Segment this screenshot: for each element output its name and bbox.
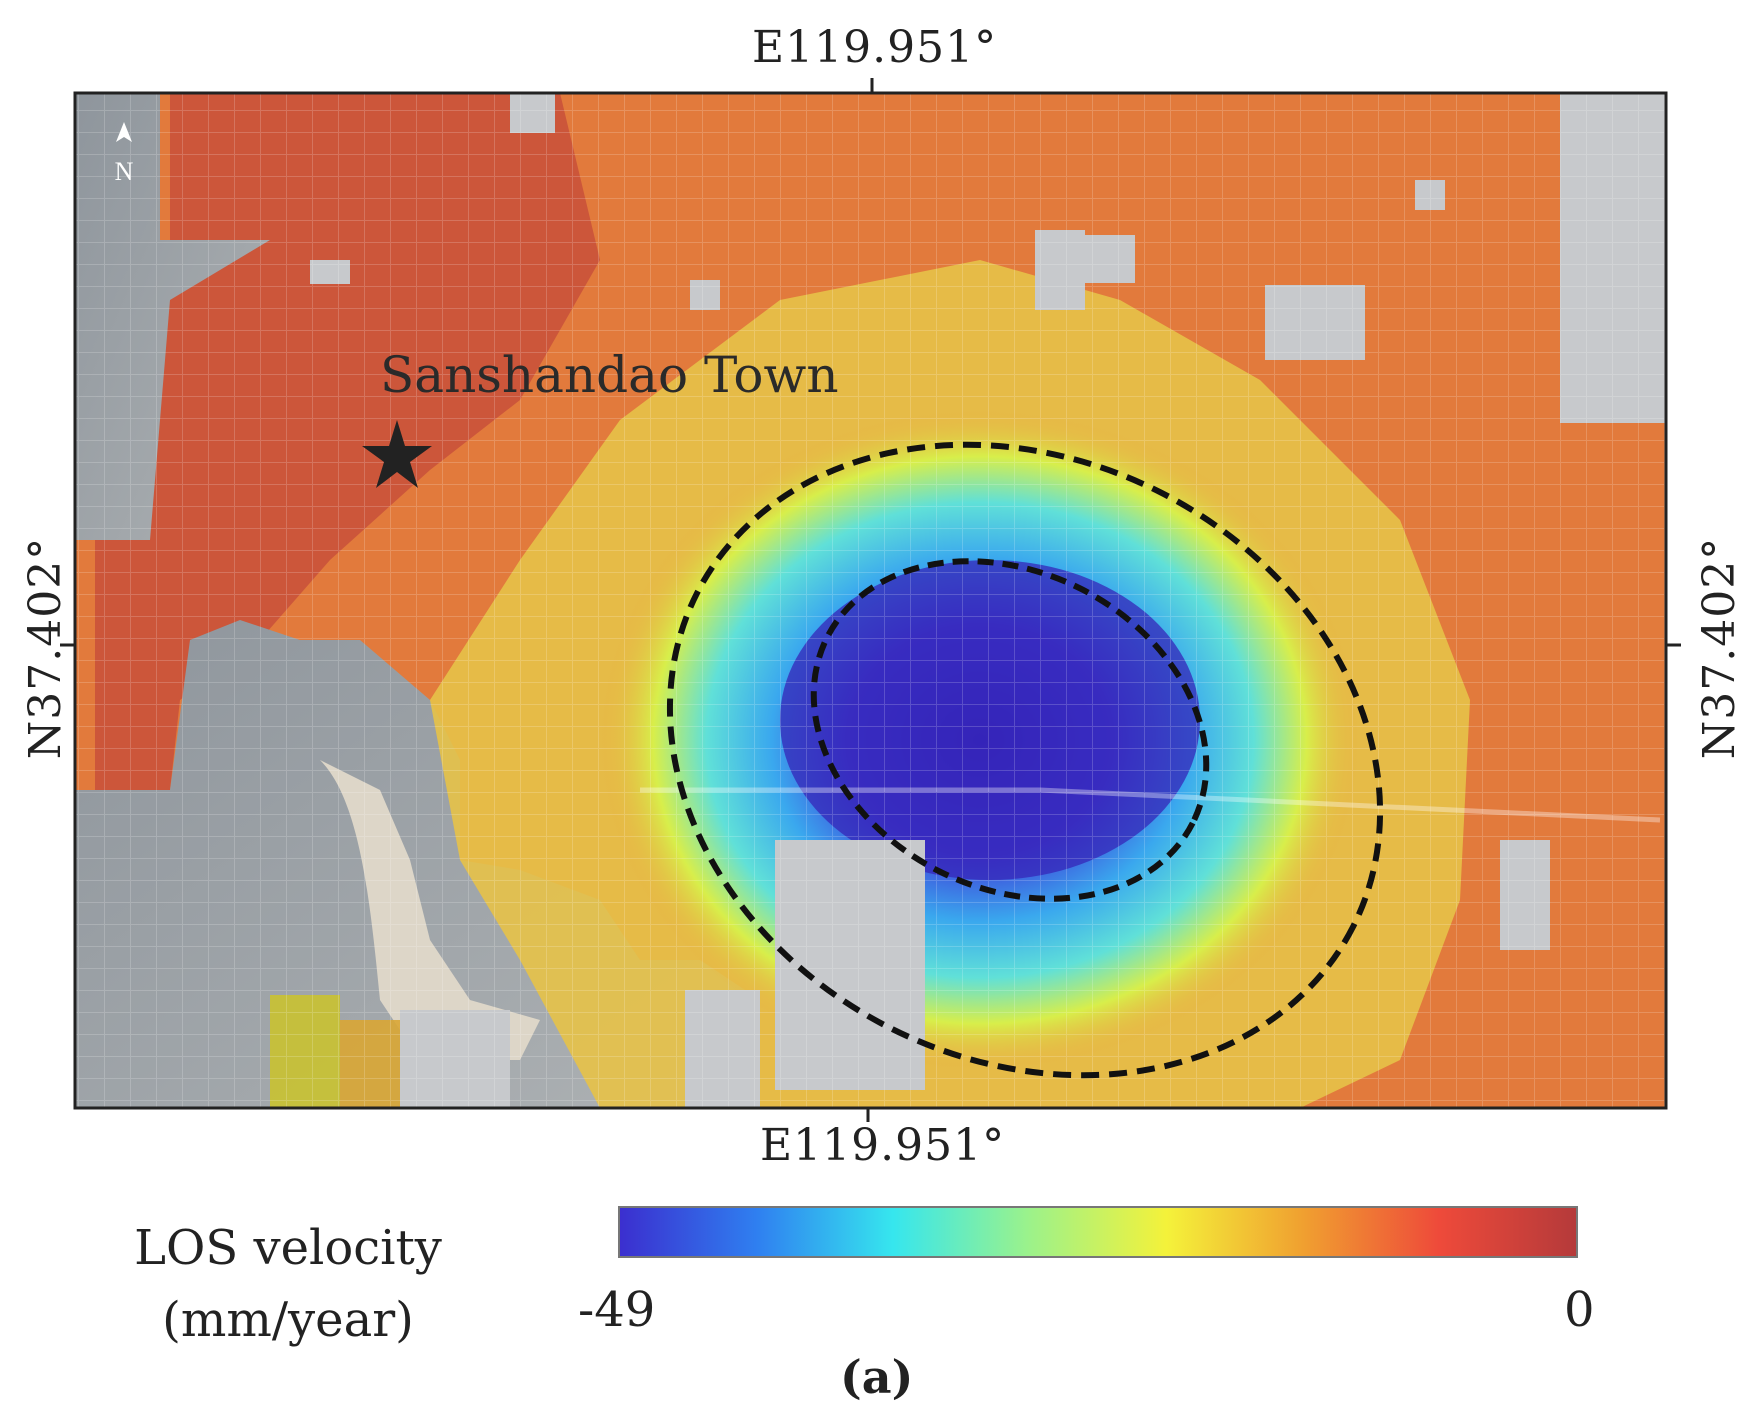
urban-texture [75, 93, 1666, 1108]
town-star-icon [362, 420, 432, 488]
coord-right: N37.402° [1694, 536, 1741, 760]
outer-ellipse [666, 441, 1384, 1079]
place-label: Sanshandao Town [380, 346, 839, 404]
north-label: N [115, 157, 134, 186]
legend-min-label: -49 [578, 1282, 656, 1338]
legend-title-line1: LOS velocity [134, 1220, 442, 1276]
legend-title-line2: (mm/year) [162, 1292, 414, 1348]
coord-left: N37.402° [20, 536, 71, 760]
map-area [75, 93, 1666, 1108]
north-arrow-icon [116, 122, 132, 142]
legend-colorbar [618, 1206, 1578, 1258]
legend-title: LOS velocity (mm/year) [118, 1212, 458, 1356]
coord-top: E119.951° [752, 22, 998, 73]
inner-ellipse [810, 558, 1210, 902]
coord-bottom: E119.951° [760, 1120, 1006, 1171]
legend-max-label: 0 [1564, 1282, 1595, 1338]
railway [640, 787, 1661, 823]
panel-label: (a) [840, 1350, 914, 1404]
